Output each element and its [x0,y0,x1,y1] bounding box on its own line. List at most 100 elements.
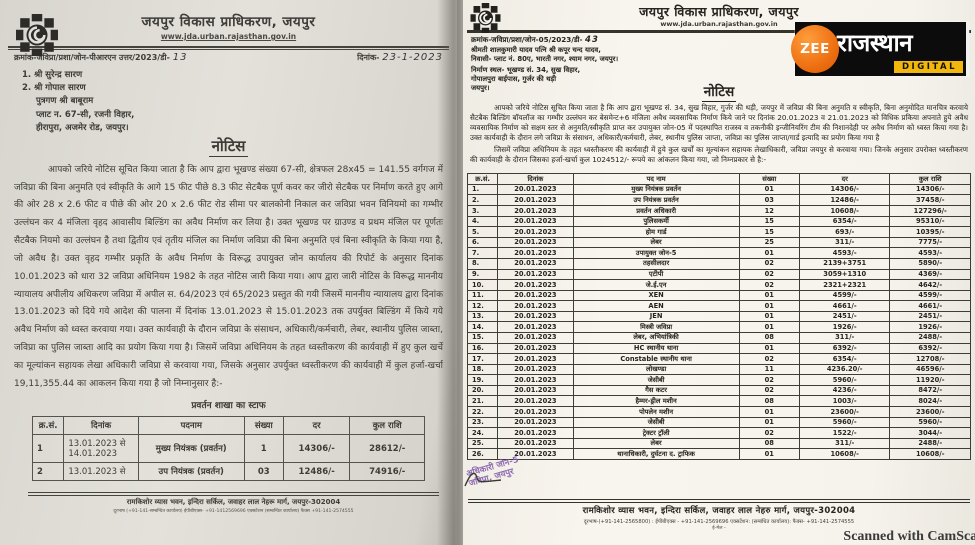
table-cell: 4599/- [798,289,891,302]
table-cell: 01 [738,300,800,312]
table-cell: 5890/- [889,257,971,270]
addressee-line: प्लाट न. 67-सी, रजनी विहार, [36,109,135,120]
table-row: 4. 20.01.2023 पुलिसकर्मी 15 6354/- 95310/- [466,215,971,228]
table-cell: ट्रेक्टर ट्रॉली [572,427,740,439]
right-footer-address: रामकिशोर व्यास भवन, इन्दिरा सर्किल, जवाह… [582,506,856,516]
table-row: 9. 20.01.2023 एटीपी 02 3059+1310 4369/- [466,268,971,281]
table-cell: 03 [243,462,284,482]
zee-logo-circle-icon: ZEE [791,25,839,73]
table-cell: 7775/- [889,236,971,249]
table-cell: 20.01.2023 [497,289,574,302]
table-cell: 02 [738,268,800,281]
table-cell: 7. [466,247,499,259]
table-cell: 12486/- [798,194,891,207]
right-ref-prefix: क्रमांक-जविप्रा/प्रशा/जोन-05/2023/डी- [471,35,583,44]
left-page-content: जयपुर विकास प्राधिकरण, जयपुर www.jda.urb… [0,0,457,545]
table-cell: 1926/- [798,321,891,333]
table-cell: थानाधिकारी, दुर्घटना द. ट्राफिक [572,448,740,460]
zee-rajasthan-logo: राजस्थान ZEE DIGITAL [791,22,969,76]
table-row: 24. 20.01.2023 ट्रेक्टर ट्रॉली 02 1522/- 3044… [466,427,971,439]
table-cell: 6392/- [889,342,971,355]
column-header: कुल राशि [349,416,425,436]
table-row: 17. 20.01.2023 Constable स्थानीय थाना 02 635… [466,353,971,365]
table-cell: जे.ई.एन [572,279,740,291]
table-row: 15. 20.01.2023 लेबर, अभियांत्रिकी 08 311/- 24… [466,332,971,344]
table-cell: 5960/- [889,416,971,429]
right-notice-page: जयपुर विकास प्राधिकरण, जयपुर www.jda.urb… [463,0,975,545]
table-cell: 08 [738,437,800,450]
table-cell: 11 [738,363,800,376]
table-cell: 20.01.2023 [497,406,574,418]
addressee-line: जयपुर। [471,83,490,92]
table-cell: प्रवर्तन अधिकारी [572,205,740,217]
table-cell: 1522/- [798,427,891,439]
addressee-line: निर्माण स्थल- भूखण्ड सं. 34, सुख विहार, [471,65,581,74]
table-row: 18. 20.01.2023 लोखण्डा 11 4236.20/- 46596/- [466,363,971,376]
addressee-line: 1. श्री सुरेन्द्र सारण [22,70,83,80]
table-cell: 20.01.2023 [497,384,574,397]
table-cell: 02 [738,427,800,439]
table-cell: जेसीबी [572,374,740,386]
left-header-rule [8,46,449,50]
table-cell: 20.01.2023 [497,448,574,460]
table-row: 6. 20.01.2023 लेबर 25 311/- 7775/- [466,236,971,249]
table-cell: 01 [738,289,800,302]
table-cell: 16. [466,342,499,355]
left-org-title: जयपुर विकास प्राधिकरण, जयपुर [141,14,316,30]
table-cell: 23600/- [798,406,891,418]
table-row: 21. 20.01.2023 हैम्मर-ड्रील मशीन 08 1003/- 80… [466,395,971,408]
table-row: 2 13.01.2023 से उप नियंत्रक (प्रवर्तन) 03 12… [31,462,425,482]
table-row: 5. 20.01.2023 होम गार्ड 15 693/- 10395/- [466,226,971,238]
table-cell: 01 [738,321,800,333]
table-cell: 20.01.2023 [497,215,574,228]
table-cell: 4642/- [889,279,971,291]
right-notice-body-para1: आपको जरिये नोटिस सूचित किया जाता है कि आ… [470,102,968,143]
table-cell: 12. [466,300,499,312]
table-cell: 01 [738,342,800,355]
table-cell: उप नियंत्रक (प्रवर्तन) [137,462,245,482]
zee-logo-zee-text: ZEE [800,41,830,57]
table-cell: 17. [466,353,499,365]
table-cell: 11920/- [889,374,971,386]
table-row: 19. 20.01.2023 जेसीबी 02 5960/- 11920/- [466,374,971,386]
table-cell: 01 [738,247,800,259]
column-header: पदनाम [137,416,245,436]
left-footer-phone: दूरभाष (+91-141-सम्बन्धित कार्यालय) ईपीब… [113,509,354,514]
table-cell: 15 [738,226,800,238]
table-cell: लोखण्डा [572,363,740,376]
table-cell: लेबर, अभियांत्रिकी [572,332,740,344]
table-cell: 01 [738,416,800,429]
right-ref-number-handwritten: 43 [585,35,599,45]
table-cell: 02 [738,374,800,386]
table-cell: 1. [466,183,499,196]
table-cell: 11. [466,289,499,302]
signature-mark [464,472,502,487]
jda-logo-icon [16,14,58,56]
table-cell: 01 [738,448,800,460]
table-cell: एटीपी [572,268,740,281]
right-letterhead: जयपुर विकास प्राधिकरण, जयपुर www.jda.urb… [463,0,975,28]
left-letterhead: जयपुर विकास प्राधिकरण, जयपुर www.jda.urb… [0,0,457,41]
table-cell: 01 [738,310,800,323]
column-header: कुल राशि [889,173,971,185]
table-row: 23. 20.01.2023 जेसीबी 01 5960/- 5960/- [466,416,971,429]
table-cell: 4593/- [889,247,971,259]
left-footer: रामकिशोर व्यास भवन, इन्दिरा सर्किल, जवाह… [28,492,439,514]
column-header: संख्या [738,173,800,185]
column-header: दर [282,416,351,436]
table-cell: 12486/- [282,462,351,482]
table-cell: 4661/- [889,300,971,312]
right-notice-heading-row: नोटिस [463,81,975,102]
left-notice-body: आपको जरिये नोटिस सूचित किया जाता है कि आ… [14,164,443,389]
table-cell: 37458/- [889,194,971,207]
table-row: 14. 20.01.2023 मिस्त्री जविप्रा 01 1926/- 192… [466,321,971,333]
left-date-text: दिनांक- 23-1-2023 [357,52,443,63]
table-cell: 4236.20/- [798,363,891,376]
table-cell: Constable स्थानीय थाना [572,353,740,365]
table-row: 3. 20.01.2023 प्रवर्तन अधिकारी 12 10608/- 127… [466,205,971,217]
table-cell: 127296/- [889,205,971,217]
table-cell: पुलिसकर्मी [572,215,740,228]
table-cell: 20.01.2023 [497,363,574,376]
table-cell: 20.01.2023 [497,437,574,450]
